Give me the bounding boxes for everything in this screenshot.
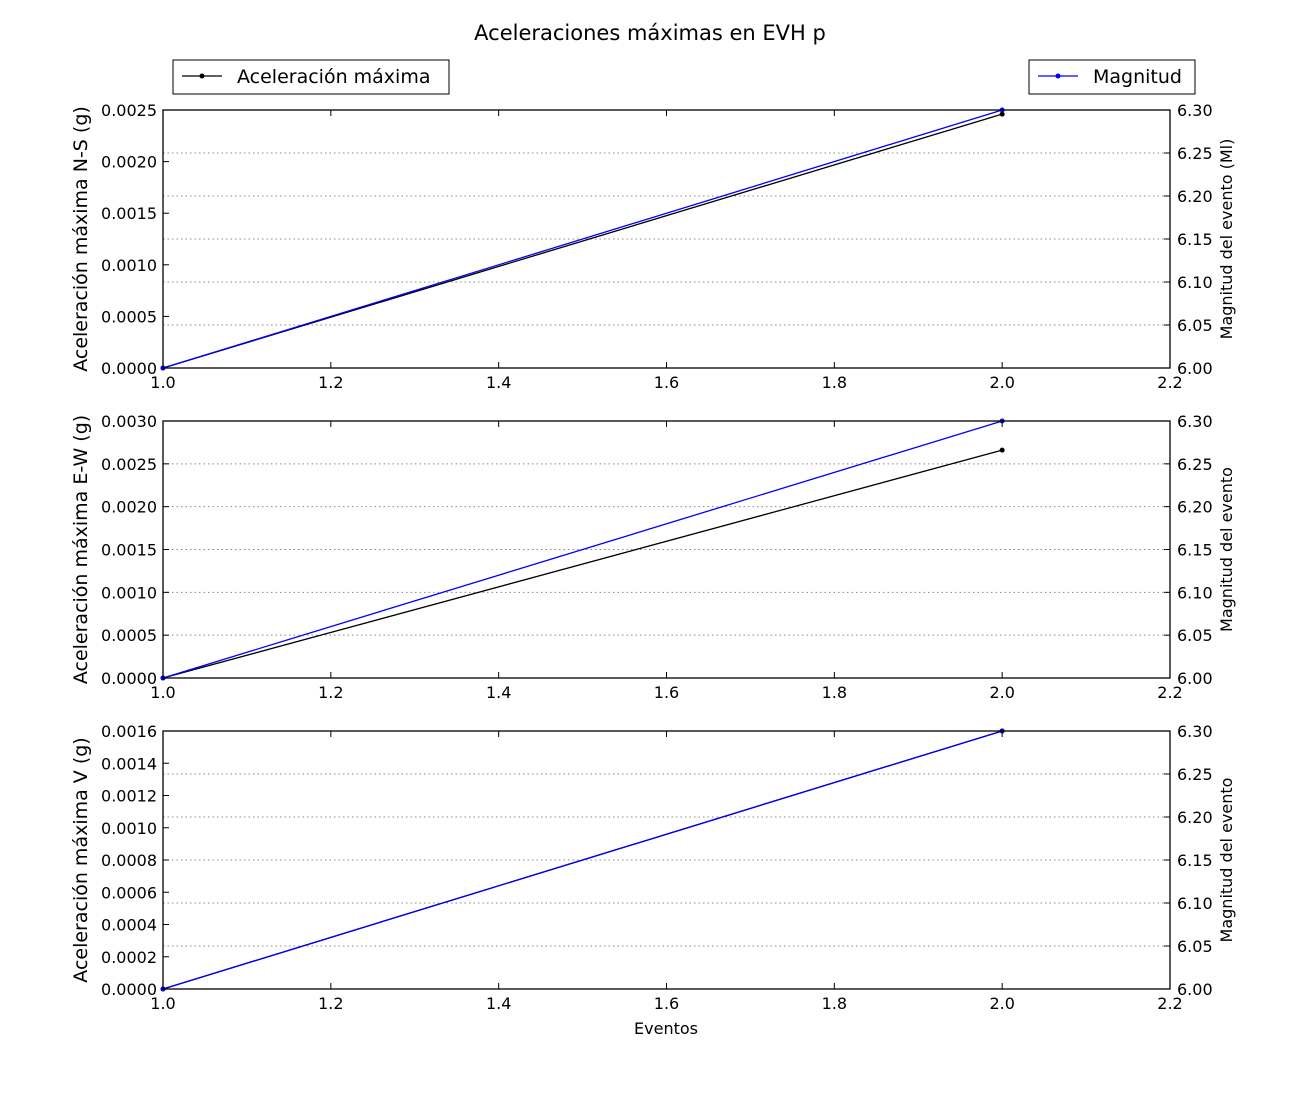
y-tick-label-right: 6.15	[1177, 541, 1213, 560]
legend-acceleration: Aceleración máxima	[172, 59, 450, 95]
series-line-magnitude	[162, 420, 1003, 679]
y-tick-label-left: 0.0005	[101, 626, 157, 645]
x-tick-label: 2.2	[1157, 994, 1182, 1013]
x-tick-label: 1.2	[318, 683, 343, 702]
y-tick-label-left: 0.0015	[101, 204, 157, 223]
y-tick-label-right: 6.20	[1177, 498, 1213, 517]
y-tick-label-left: 0.0008	[101, 851, 157, 870]
y-axis-label-left: Aceleración máxima V (g)	[70, 737, 92, 982]
y-tick-label-right: 6.00	[1177, 980, 1213, 999]
series-line-magnitude	[162, 730, 1003, 990]
y-axis-label-left: Aceleración máxima E-W (g)	[70, 415, 92, 684]
x-tick-label: 2.0	[989, 683, 1014, 702]
x-tick-label: 1.4	[486, 683, 511, 702]
y-tick-label-left: 0.0010	[101, 256, 157, 275]
x-tick-label: 1.8	[822, 994, 847, 1013]
y-axis-label-left: Aceleración máxima N-S (g)	[70, 106, 92, 372]
y-tick-label-right: 6.05	[1177, 937, 1213, 956]
x-tick-label: 2.0	[989, 994, 1014, 1013]
y-tick-label-left: 0.0016	[101, 722, 157, 741]
legend-magnitude: Magnitud	[1028, 59, 1196, 95]
y-tick-label-left: 0.0015	[101, 541, 157, 560]
x-tick-label: 1.6	[654, 683, 679, 702]
y-tick-label-left: 0.0025	[101, 101, 157, 120]
subplots: 1.0 1.2 1.4 1.6 1.8 2.0 2.2 0.0000 0.0005 0.0010 0…	[70, 101, 1236, 1013]
y-tick-label-right: 6.30	[1177, 412, 1213, 431]
x-tick-label: 2.2	[1157, 373, 1182, 392]
x-tick-label: 1.4	[486, 994, 511, 1013]
legend-acceleration-marker	[199, 73, 205, 79]
y-tick-label-left: 0.0020	[101, 153, 157, 172]
y-tick-label-left: 0.0000	[101, 359, 157, 378]
y-tick-label-left: 0.0010	[101, 819, 157, 838]
y-tick-label-right: 6.10	[1177, 894, 1213, 913]
y-tick-label-left: 0.0025	[101, 455, 157, 474]
series-line-acceleration	[162, 113, 1003, 369]
y-tick-label-left: 0.0012	[101, 787, 157, 806]
legend-magnitude-marker	[1055, 73, 1061, 79]
y-tick-label-left: 0.0014	[101, 754, 157, 773]
x-tick-label: 1.6	[654, 373, 679, 392]
y-tick-label-right: 6.00	[1177, 669, 1213, 688]
y-tick-label-right: 6.00	[1177, 359, 1213, 378]
y-tick-label-right: 6.25	[1177, 144, 1213, 163]
y-tick-label-left: 0.0004	[101, 916, 157, 935]
y-tick-label-right: 6.05	[1177, 316, 1213, 335]
y-tick-label-left: 0.0002	[101, 948, 157, 967]
y-tick-label-left: 0.0006	[101, 883, 157, 902]
y-axis-label-right: Magnitud del evento	[1217, 778, 1236, 943]
y-tick-label-right: 6.20	[1177, 808, 1213, 827]
y-tick-label-left: 0.0010	[101, 583, 157, 602]
legend-acceleration-label: Aceleración máxima	[237, 66, 430, 88]
y-tick-label-right: 6.30	[1177, 722, 1213, 741]
y-tick-label-right: 6.15	[1177, 230, 1213, 249]
legend-magnitude-label: Magnitud	[1093, 66, 1182, 88]
x-tick-label: 1.4	[486, 373, 511, 392]
y-tick-label-right: 6.25	[1177, 765, 1213, 784]
data-point-acceleration	[999, 447, 1005, 453]
y-axis-label-right: Magnitud del evento	[1217, 467, 1236, 632]
x-tick-label: 1.6	[654, 994, 679, 1013]
x-tick-label: 1.0	[150, 683, 175, 702]
x-tick-label: 1.8	[822, 373, 847, 392]
chart-title: Aceleraciones máximas en EVH p	[474, 21, 826, 45]
series-line-magnitude	[162, 109, 1003, 369]
y-tick-label-right: 6.10	[1177, 273, 1213, 292]
y-tick-label-right: 6.10	[1177, 583, 1213, 602]
y-tick-label-right: 6.30	[1177, 101, 1213, 120]
x-tick-label: 2.0	[989, 373, 1014, 392]
y-axis-label-right: Magnitud del evento (Ml)	[1217, 139, 1236, 340]
y-tick-label-left: 0.0020	[101, 498, 157, 517]
y-tick-label-right: 6.20	[1177, 187, 1213, 206]
y-tick-label-right: 6.15	[1177, 851, 1213, 870]
x-tick-label: 1.0	[150, 373, 175, 392]
x-tick-label: 1.2	[318, 373, 343, 392]
y-tick-label-left: 0.0000	[101, 669, 157, 688]
subplot-3: 1.0 1.2 1.4 1.6 1.8 2.0 2.2 0.0000 0.0002 0.0004 0…	[70, 722, 1236, 1013]
y-tick-label-right: 6.25	[1177, 455, 1213, 474]
x-tick-label: 1.2	[318, 994, 343, 1013]
x-tick-label: 1.8	[822, 683, 847, 702]
x-tick-label: 1.0	[150, 994, 175, 1013]
subplot-1: 1.0 1.2 1.4 1.6 1.8 2.0 2.2 0.0000 0.0005 0.0010 0…	[70, 101, 1236, 392]
y-tick-label-left: 0.0000	[101, 980, 157, 999]
y-tick-label-left: 0.0030	[101, 412, 157, 431]
x-axis-label: Eventos	[634, 1019, 698, 1038]
y-tick-label-left: 0.0005	[101, 307, 157, 326]
series-line-acceleration	[162, 449, 1003, 679]
subplot-2: 1.0 1.2 1.4 1.6 1.8 2.0 2.2 0.0000 0.0005 0.0010 0…	[70, 412, 1236, 702]
x-tick-label: 2.2	[1157, 683, 1182, 702]
y-tick-label-right: 6.05	[1177, 626, 1213, 645]
